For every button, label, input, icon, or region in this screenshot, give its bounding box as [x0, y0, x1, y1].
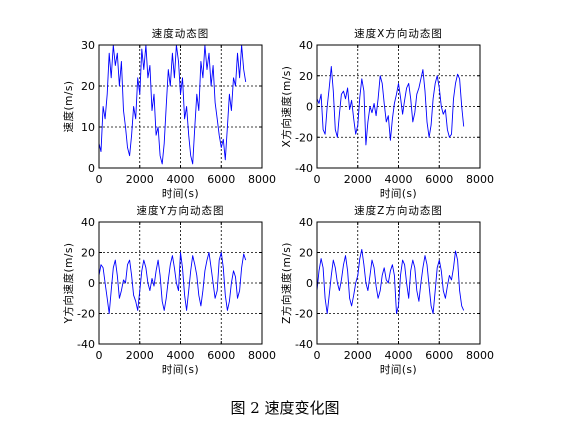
y-axis-label: 速度(m/s) — [62, 81, 75, 133]
y-tick-label: -20 — [295, 308, 313, 321]
y-tick-label: 0 — [306, 277, 313, 290]
x-tick-label: 2000 — [126, 349, 154, 362]
x-tick-label: 0 — [96, 173, 103, 186]
y-tick-label: 10 — [81, 121, 95, 134]
x-axis-label: 时间(s) — [380, 187, 417, 200]
x-tick-label: 0 — [314, 349, 321, 362]
x-tick-label: 6000 — [425, 173, 453, 186]
y-tick-label: 30 — [81, 39, 95, 52]
x-tick-label: 8000 — [248, 173, 276, 186]
x-tick-label: 2000 — [344, 349, 372, 362]
subplot-3: 0 2000 4000 6000 8000 -40 -20 0 20 40 速度Y方向动态图时间(s… — [62, 204, 276, 376]
x-tick-label: 6000 — [207, 173, 235, 186]
x-axis-label: 时间(s) — [380, 363, 417, 376]
x-axis-label: 时间(s) — [162, 363, 199, 376]
x-tick-label: 8000 — [248, 349, 276, 362]
y-tick-label: -40 — [295, 338, 313, 351]
subplot-title: 速度Z方向动态图 — [354, 204, 443, 217]
y-tick-label: -20 — [295, 131, 313, 144]
y-tick-label: -20 — [77, 308, 95, 321]
x-tick-label: 4000 — [385, 173, 413, 186]
x-tick-label: 0 — [314, 173, 321, 186]
y-axis-label: Z方向速度(m/s) — [280, 242, 293, 324]
y-tick-label: 40 — [81, 216, 95, 229]
x-tick-label: 2000 — [126, 173, 154, 186]
y-tick-label: 0 — [88, 162, 95, 175]
x-axis-label: 时间(s) — [162, 187, 199, 200]
figure-caption: 图 2 速度变化图 — [230, 399, 340, 417]
x-tick-label: 8000 — [466, 349, 494, 362]
y-axis-label: X方向速度(m/s) — [280, 66, 293, 148]
y-tick-label: -40 — [77, 338, 95, 351]
x-tick-label: 6000 — [425, 349, 453, 362]
series-line — [316, 66, 465, 146]
x-tick-label: 8000 — [466, 173, 494, 186]
y-tick-label: 20 — [299, 247, 313, 260]
y-tick-label: 0 — [88, 277, 95, 290]
x-tick-label: 4000 — [167, 173, 195, 186]
y-tick-label: 20 — [299, 70, 313, 83]
series-line — [98, 44, 247, 165]
y-tick-label: 40 — [299, 39, 313, 52]
x-tick-label: 0 — [96, 349, 103, 362]
x-tick-label: 2000 — [344, 173, 372, 186]
x-tick-label: 4000 — [385, 349, 413, 362]
subplot-2: 0 2000 4000 6000 8000 -40 -20 0 20 40 速度X方向动态图时间(s… — [280, 27, 494, 200]
y-tick-label: -40 — [295, 162, 313, 175]
subplot-4: 0 2000 4000 6000 8000 -40 -20 0 20 40 速度Z方向动态图时间(s… — [280, 204, 494, 376]
y-tick-label: 20 — [81, 247, 95, 260]
subplot-title: 速度动态图 — [152, 27, 210, 40]
y-tick-label: 0 — [306, 101, 313, 114]
series-line — [98, 252, 247, 314]
y-axis-label: Y方向速度(m/s) — [62, 243, 75, 325]
x-tick-label: 4000 — [167, 349, 195, 362]
x-tick-label: 6000 — [207, 349, 235, 362]
y-tick-label: 20 — [81, 80, 95, 93]
subplot-title: 速度Y方向动态图 — [137, 204, 225, 217]
y-tick-label: 40 — [299, 216, 313, 229]
series-line — [316, 248, 465, 314]
subplot-title: 速度X方向动态图 — [354, 27, 443, 40]
